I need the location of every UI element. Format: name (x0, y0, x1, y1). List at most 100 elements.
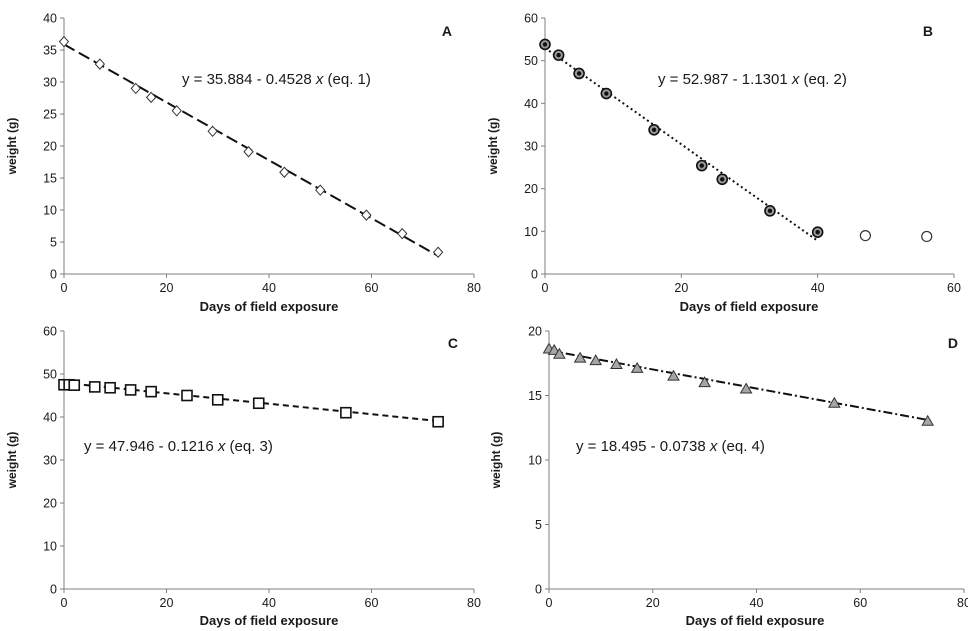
data-point (69, 380, 79, 390)
y-tick-label: 0 (535, 583, 542, 597)
panel-label: D (948, 335, 958, 351)
panel-label: A (442, 23, 452, 39)
data-point (146, 387, 156, 397)
x-tick-label: 20 (646, 596, 660, 610)
data-point (147, 92, 156, 102)
data-point (540, 39, 550, 49)
data-point (131, 83, 140, 93)
data-point (434, 247, 443, 257)
y-tick-label: 40 (524, 97, 538, 111)
y-tick-label: 10 (43, 204, 57, 218)
y-tick-label: 15 (528, 389, 542, 403)
data-point (105, 383, 115, 393)
panel-b: 0 10 20 30 40 50 60 0 20 40 60 Days of field exposu… (486, 12, 961, 315)
x-tick-label: 60 (365, 596, 379, 610)
y-tick-label: 10 (43, 540, 57, 554)
x-tick-label: 20 (160, 281, 174, 295)
x-axis-label: Days of field exposure (680, 299, 819, 314)
data-point (213, 395, 223, 405)
data-point (254, 398, 264, 408)
data-point (697, 161, 707, 171)
x-tick-label: 80 (467, 596, 481, 610)
regression-equation: y = 47.946 - 0.1216 x (eq. 3) (84, 438, 273, 455)
y-tick-label: 20 (43, 497, 57, 511)
data-point (574, 68, 584, 78)
data-point (717, 174, 727, 184)
x-axis-label: Days of field exposure (200, 613, 339, 628)
regression-equation: y = 35.884 - 0.4528 x (eq. 1) (182, 71, 371, 88)
y-tick-label: 40 (43, 12, 57, 26)
data-point (765, 206, 775, 216)
y-axis-label: weight (g) (5, 118, 19, 176)
panel-a: 0 5 10 15 20 25 30 35 40 0 20 40 60 80 Days of field e… (5, 12, 481, 315)
y-tick-label: 15 (43, 172, 57, 186)
x-tick-label: 20 (674, 281, 688, 295)
data-point (362, 210, 371, 220)
data-point (280, 167, 289, 177)
x-tick-label: 40 (811, 281, 825, 295)
data-point-excluded (860, 231, 870, 241)
x-tick-label: 80 (467, 281, 481, 295)
y-tick-label: 0 (531, 268, 538, 282)
data-point-excluded (922, 231, 932, 241)
y-tick-label: 10 (528, 454, 542, 468)
panel-d: 0 5 10 15 20 0 20 40 60 80 Days of field exposure w… (489, 325, 968, 629)
data-point (208, 126, 217, 136)
x-tick-label: 60 (947, 281, 961, 295)
x-axis-label: Days of field exposure (200, 299, 339, 314)
y-tick-label: 20 (43, 140, 57, 154)
regression-equation: y = 52.987 - 1.1301 x (eq. 2) (658, 71, 847, 88)
y-tick-label: 20 (528, 325, 542, 339)
panel-label: C (448, 335, 458, 351)
y-tick-label: 30 (43, 454, 57, 468)
x-tick-label: 40 (262, 596, 276, 610)
y-tick-label: 40 (43, 411, 57, 425)
y-tick-label: 5 (50, 236, 57, 250)
x-tick-label: 0 (61, 281, 68, 295)
data-point (649, 125, 659, 135)
x-axis-label: Days of field exposure (686, 613, 825, 628)
y-tick-label: 30 (43, 76, 57, 90)
x-tick-label: 80 (957, 596, 968, 610)
y-axis-label: weight (g) (5, 432, 19, 490)
data-point (95, 59, 104, 69)
y-tick-label: 30 (524, 140, 538, 154)
data-point (182, 391, 192, 401)
x-tick-label: 60 (853, 596, 867, 610)
y-tick-label: 5 (535, 518, 542, 532)
data-point (813, 227, 823, 237)
x-tick-label: 40 (750, 596, 764, 610)
x-tick-label: 0 (542, 281, 549, 295)
y-axis-label: weight (g) (489, 432, 503, 490)
x-tick-label: 40 (262, 281, 276, 295)
x-tick-label: 0 (546, 596, 553, 610)
regression-line (64, 383, 438, 421)
panel-c: 0 10 20 30 40 50 60 0 20 40 60 80 Days of field expo… (5, 325, 481, 629)
regression-line (549, 350, 928, 419)
data-point (922, 416, 933, 426)
data-point (244, 147, 253, 157)
y-tick-label: 25 (43, 108, 57, 122)
panel-label: B (923, 23, 933, 39)
data-point (601, 89, 611, 99)
y-tick-label: 50 (43, 368, 57, 382)
x-tick-label: 0 (61, 596, 68, 610)
x-tick-label: 60 (365, 281, 379, 295)
regression-equation: y = 18.495 - 0.0738 x (eq. 4) (576, 438, 765, 455)
data-point (433, 417, 443, 427)
data-point (341, 408, 351, 418)
x-tick-label: 20 (160, 596, 174, 610)
y-tick-label: 20 (524, 182, 538, 196)
y-tick-label: 60 (43, 325, 57, 339)
data-point (554, 50, 564, 60)
data-point (90, 382, 100, 392)
y-axis-label: weight (g) (486, 118, 500, 176)
data-point (126, 385, 136, 395)
y-tick-label: 50 (524, 54, 538, 68)
y-tick-label: 60 (524, 12, 538, 26)
y-tick-label: 10 (524, 225, 538, 239)
y-tick-label: 35 (43, 44, 57, 58)
y-tick-label: 0 (50, 583, 57, 597)
y-tick-label: 0 (50, 268, 57, 282)
